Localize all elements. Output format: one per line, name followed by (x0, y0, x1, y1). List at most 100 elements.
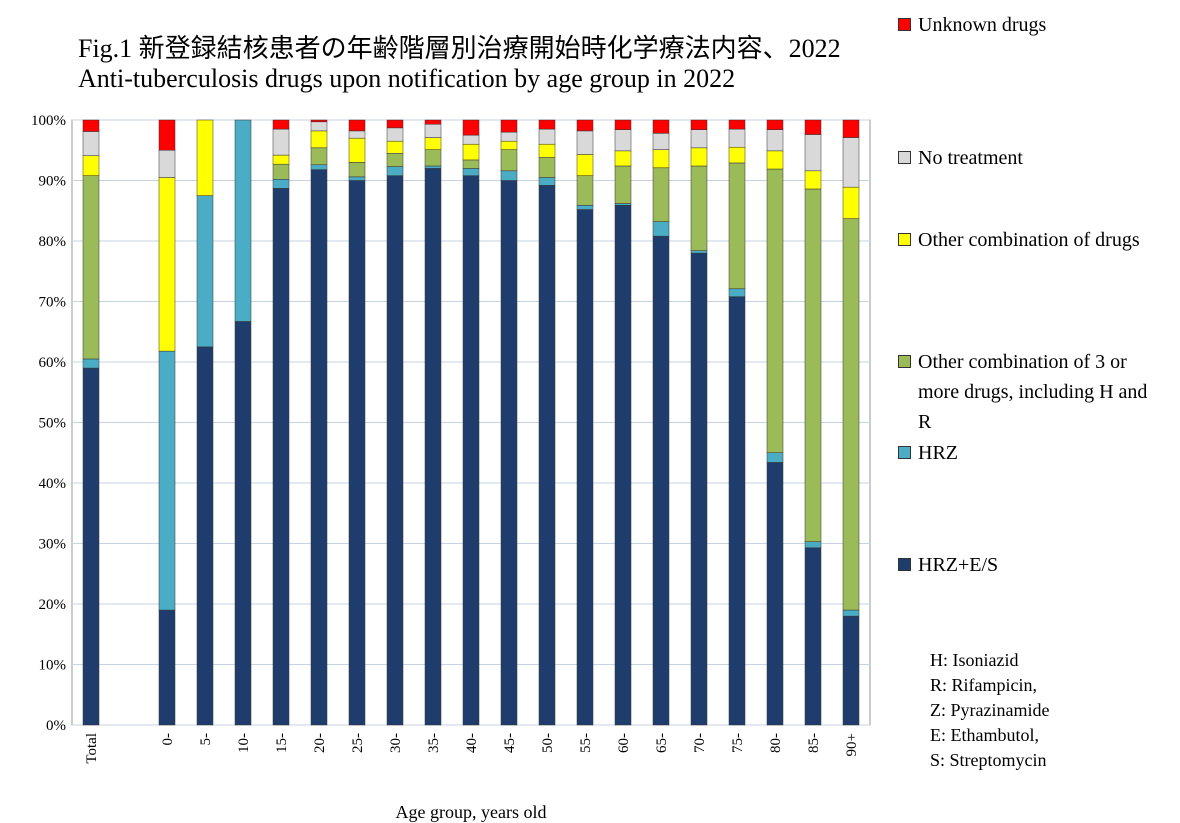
bar-segment (652, 221, 670, 237)
bar-segment (652, 119, 670, 134)
y-tick-label: 0% (46, 718, 66, 734)
x-tick-label: 70- (692, 733, 708, 753)
legend-label: HRZ+E/S (918, 554, 999, 576)
legend-label: Other combination of drugs (918, 229, 1140, 251)
bar-segment (196, 346, 214, 726)
bar-segment (652, 133, 670, 150)
bar-segment (348, 119, 366, 132)
x-tick-label: 90+ (844, 733, 860, 756)
bar-segment (424, 168, 442, 726)
bar-segment (158, 119, 176, 151)
bar-segment (766, 150, 784, 170)
legend-label: HRZ (918, 442, 958, 464)
legend-item: Other combination of drugs (898, 225, 1160, 255)
bar-segment (728, 162, 746, 290)
legend-swatch (898, 558, 911, 571)
y-tick-label: 30% (39, 537, 67, 553)
bar-segment (158, 150, 176, 178)
x-tick-label: 15- (274, 733, 290, 753)
bar-segment (728, 146, 746, 164)
bar-segment (386, 127, 404, 142)
bar-segment (804, 170, 822, 190)
bar-segment (576, 154, 594, 176)
bar-segment (348, 137, 366, 163)
bar-segment (576, 205, 594, 210)
bar-segment (842, 119, 860, 138)
bar-segment (614, 203, 632, 206)
bar-segment (690, 119, 708, 130)
bar-segment (766, 168, 784, 453)
bar-segment (804, 119, 822, 135)
bar-segment (538, 128, 556, 145)
legend-label: No treatment (918, 147, 1023, 169)
notes: H: Isoniazid R: Rifampicin, Z: Pyrazinamid… (930, 648, 1049, 773)
x-tick-label: 80- (768, 733, 784, 753)
legend-item: Unknown drugs (898, 10, 1160, 40)
y-tick-label: 90% (39, 174, 67, 190)
bar-segment (348, 162, 366, 178)
bar-segment (538, 143, 556, 158)
bar-segment (690, 147, 708, 167)
bar-segment (196, 119, 214, 196)
x-tick-label: 65- (654, 733, 670, 753)
bar-segment (500, 131, 518, 142)
bar-segment (728, 128, 746, 148)
note-line: R: Rifampicin, (930, 675, 1037, 695)
x-tick-label: 5- (198, 733, 214, 746)
bar-segment (386, 140, 404, 154)
bar-segment (196, 195, 214, 348)
bar-segment (82, 367, 100, 726)
y-tick-label: 50% (39, 416, 67, 432)
bar-segment (82, 175, 100, 360)
bar-segment (538, 185, 556, 726)
bar-segment (500, 170, 518, 181)
x-tick-label: 55- (578, 733, 594, 753)
bar-segment (386, 175, 404, 726)
x-tick-label: Total (84, 733, 100, 764)
legend-swatch (898, 151, 911, 164)
bar-segment (576, 209, 594, 726)
bar-segment (690, 252, 708, 726)
bar-segment (766, 129, 784, 152)
note-line: Z: Pyrazinamide (930, 700, 1050, 720)
bar-segment (310, 130, 328, 149)
bar-segment (690, 129, 708, 149)
bar-segment (500, 149, 518, 172)
bar-segment (272, 163, 290, 180)
bar-segment (462, 168, 480, 176)
x-tick-label: 85- (806, 733, 822, 753)
bar-segment (728, 119, 746, 130)
legend-item: HRZ+E/S (898, 550, 1160, 580)
bar-segment (842, 218, 860, 611)
bar-segment (234, 119, 252, 322)
bar-segment (158, 350, 176, 611)
x-tick-label: 0- (160, 733, 176, 746)
legend-swatch (898, 446, 911, 459)
bar-segment (272, 188, 290, 726)
bar-segment (424, 165, 442, 169)
bar-segment (652, 149, 670, 169)
bar-segment (842, 609, 860, 617)
x-tick-label: 45- (502, 733, 518, 753)
bar-segment (766, 119, 784, 130)
bar-segment (500, 180, 518, 726)
bar-segment (538, 157, 556, 178)
bar-segment (82, 155, 100, 176)
bar-segment (842, 615, 860, 726)
bar-segment (614, 129, 632, 152)
legend-label: Other combination of 3 or more drugs, in… (918, 351, 1148, 433)
bar-segment (272, 154, 290, 165)
bar-segment (348, 130, 366, 139)
bar-segment (272, 179, 290, 189)
bar-segment (82, 119, 100, 132)
bar-segment (500, 119, 518, 133)
bar-segment (652, 167, 670, 222)
bar-segment (310, 147, 328, 166)
bar-segment (386, 166, 404, 176)
bar-segment (576, 130, 594, 155)
bar-segment (158, 609, 176, 726)
chart-subtitle: Anti-tuberculosis drugs upon notificatio… (78, 64, 736, 93)
bar-segment (804, 134, 822, 172)
y-tick-label: 20% (39, 597, 67, 613)
y-tick-label: 80% (39, 234, 67, 250)
